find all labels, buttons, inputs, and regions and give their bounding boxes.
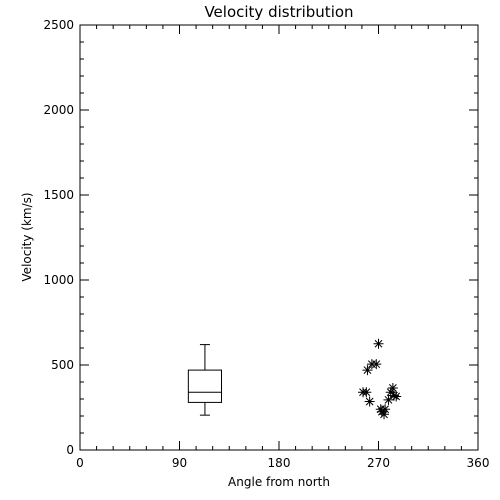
data-point bbox=[361, 387, 372, 398]
x-tick-label: 180 bbox=[268, 456, 291, 470]
x-tick-label: 0 bbox=[76, 456, 84, 470]
data-point bbox=[379, 409, 390, 420]
y-tick-label: 2000 bbox=[43, 103, 74, 117]
data-point bbox=[364, 396, 375, 407]
x-tick-label: 90 bbox=[172, 456, 187, 470]
x-axis-label: Angle from north bbox=[228, 475, 330, 489]
chart-title: Velocity distribution bbox=[204, 3, 353, 21]
data-points bbox=[358, 338, 402, 420]
data-point bbox=[362, 365, 373, 376]
y-tick-label: 0 bbox=[66, 443, 74, 457]
data-point bbox=[391, 391, 402, 402]
y-tick-label: 1500 bbox=[43, 188, 74, 202]
data-point bbox=[383, 394, 394, 405]
data-point bbox=[388, 390, 399, 401]
x-tick-label: 360 bbox=[467, 456, 490, 470]
y-tick-label: 2500 bbox=[43, 18, 74, 32]
data-point bbox=[380, 404, 391, 415]
data-point bbox=[387, 382, 398, 393]
boxplot-box bbox=[187, 369, 223, 403]
axis-ticks: 0 90 180 270 360 0 500 1000 1500 2000 2500 bbox=[43, 18, 489, 470]
plot-frame bbox=[79, 24, 479, 451]
data-point bbox=[371, 359, 382, 370]
y-axis-label: Velocity (km/s) bbox=[20, 192, 34, 281]
x-tick-label: 270 bbox=[367, 456, 390, 470]
velocity-boxplot bbox=[187, 344, 223, 416]
y-tick-label: 1000 bbox=[43, 273, 74, 287]
data-point bbox=[373, 338, 384, 349]
y-tick-label: 500 bbox=[51, 358, 74, 372]
